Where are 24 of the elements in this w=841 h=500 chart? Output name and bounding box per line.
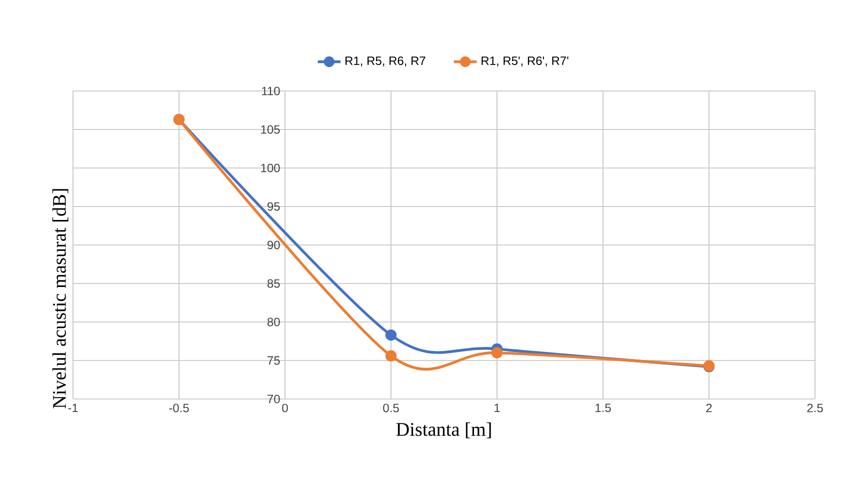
x-tick-label: 0 bbox=[282, 404, 288, 412]
point bbox=[385, 329, 397, 341]
legend-label: R1, R5, R6, R7 bbox=[346, 56, 426, 66]
x-tick-label: -1 bbox=[68, 404, 78, 412]
x-tick-label: 0.5 bbox=[383, 404, 399, 412]
x-tick-label: 2.5 bbox=[807, 404, 823, 412]
x-tick-label: 1.5 bbox=[596, 404, 611, 412]
y-tick-label: 110 bbox=[262, 86, 280, 96]
y-tick-label: 100 bbox=[261, 164, 280, 172]
y-tick-label: 85 bbox=[267, 279, 280, 288]
x-tick-label: 2 bbox=[706, 404, 712, 412]
x-tick-label: -0.5 bbox=[169, 404, 189, 412]
y-tick-label: 80 bbox=[267, 318, 280, 326]
y-tick-label: 70 bbox=[268, 394, 280, 404]
y-axis-title: Nivelul acustic masurat [dB] bbox=[52, 189, 68, 408]
y-tick-label: 105 bbox=[261, 125, 280, 134]
point bbox=[385, 350, 397, 362]
x-axis-title: Distanta [m] bbox=[396, 422, 491, 438]
y-tick-label: 90 bbox=[268, 240, 280, 250]
y-tick-label: 75 bbox=[268, 356, 280, 365]
point bbox=[491, 347, 503, 358]
y-tick-label: 95 bbox=[268, 202, 280, 211]
legend-label: R1, R5', R6', R7' bbox=[482, 56, 568, 66]
x-tick-label: 1 bbox=[494, 404, 500, 412]
